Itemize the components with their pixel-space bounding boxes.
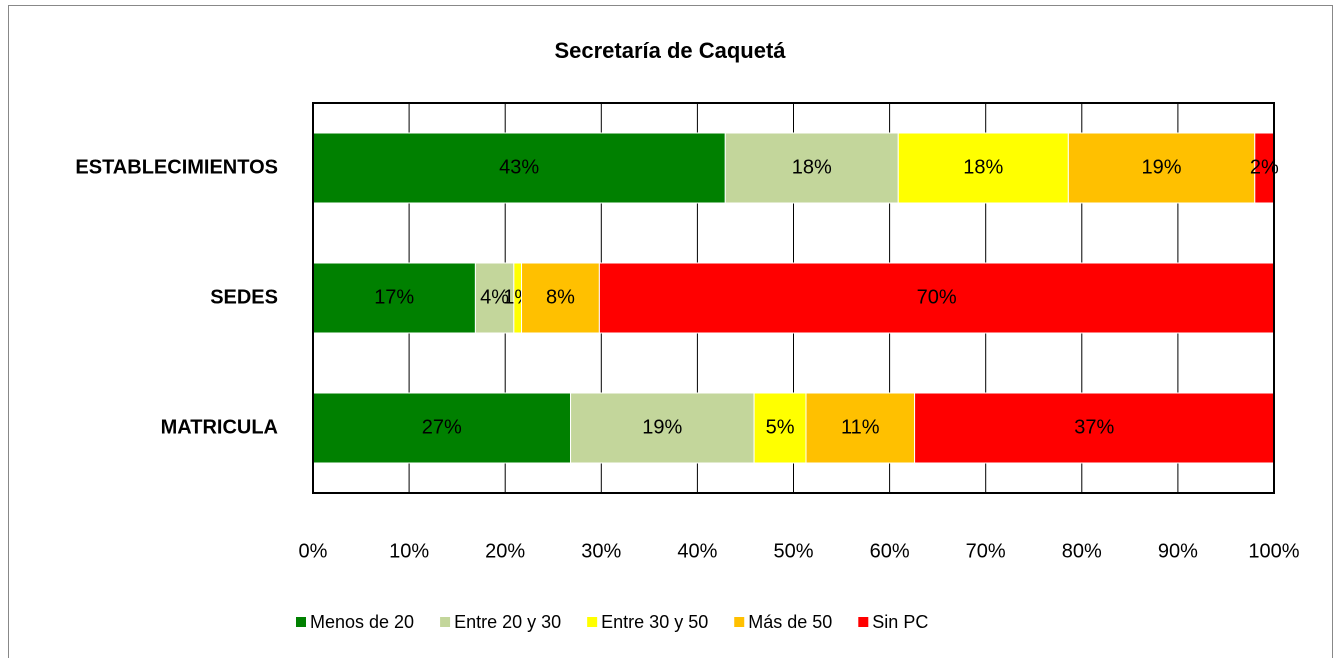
x-tick-label: 100% bbox=[1248, 540, 1299, 562]
data-label: 2% bbox=[1250, 156, 1279, 178]
data-label: 18% bbox=[792, 156, 832, 178]
legend-swatch bbox=[858, 617, 869, 627]
legend-swatch bbox=[296, 617, 306, 627]
x-tick-label: 0% bbox=[299, 540, 328, 562]
bar-segment bbox=[570, 392, 755, 464]
bar-segment bbox=[521, 262, 600, 334]
data-label: 19% bbox=[642, 416, 682, 438]
x-tick-label: 20% bbox=[485, 540, 525, 562]
plot-frame bbox=[312, 102, 1275, 494]
bar-segment bbox=[914, 392, 1275, 464]
legend-label: Entre 20 y 30 bbox=[454, 612, 561, 632]
bar-segment bbox=[753, 392, 807, 464]
chart-title: Secretaría de Caquetá bbox=[554, 38, 786, 63]
bar-segment bbox=[312, 392, 572, 464]
data-label: 27% bbox=[422, 416, 462, 438]
data-label: 4% bbox=[480, 286, 509, 308]
data-label: 5% bbox=[766, 416, 795, 438]
legend-swatch bbox=[587, 617, 598, 627]
data-label: 43% bbox=[499, 156, 539, 178]
x-tick-label: 80% bbox=[1062, 540, 1102, 562]
data-label: 18% bbox=[963, 156, 1003, 178]
y-tick-label: MATRICULA bbox=[161, 416, 278, 438]
y-tick-label: ESTABLECIMIENTOS bbox=[75, 156, 278, 178]
x-tick-label: 50% bbox=[773, 540, 813, 562]
bar-segment bbox=[598, 262, 1275, 334]
legend-swatch bbox=[734, 617, 745, 627]
data-label: 19% bbox=[1142, 156, 1182, 178]
x-tick-label: 10% bbox=[389, 540, 429, 562]
y-tick-label: SEDES bbox=[210, 286, 278, 308]
x-tick-label: 30% bbox=[581, 540, 621, 562]
legend-label: Más de 50 bbox=[748, 612, 832, 632]
x-tick-label: 70% bbox=[966, 540, 1006, 562]
data-label: 37% bbox=[1074, 416, 1114, 438]
legend-label: Menos de 20 bbox=[310, 612, 414, 632]
legend-swatch bbox=[440, 617, 451, 627]
bar-segment bbox=[312, 262, 476, 334]
data-label: 70% bbox=[917, 286, 957, 308]
x-tick-label: 90% bbox=[1158, 540, 1198, 562]
x-tick-label: 60% bbox=[870, 540, 910, 562]
bar-segment bbox=[897, 132, 1069, 204]
data-label: 11% bbox=[841, 416, 880, 438]
bar-segment bbox=[805, 392, 916, 464]
data-label: 8% bbox=[546, 286, 575, 308]
legend-label: Entre 30 y 50 bbox=[601, 612, 708, 632]
bar-segment bbox=[1067, 132, 1256, 204]
x-tick-label: 40% bbox=[677, 540, 717, 562]
legend-label: Sin PC bbox=[872, 612, 928, 632]
data-label: 17% bbox=[374, 286, 414, 308]
bar-segment bbox=[312, 132, 726, 204]
